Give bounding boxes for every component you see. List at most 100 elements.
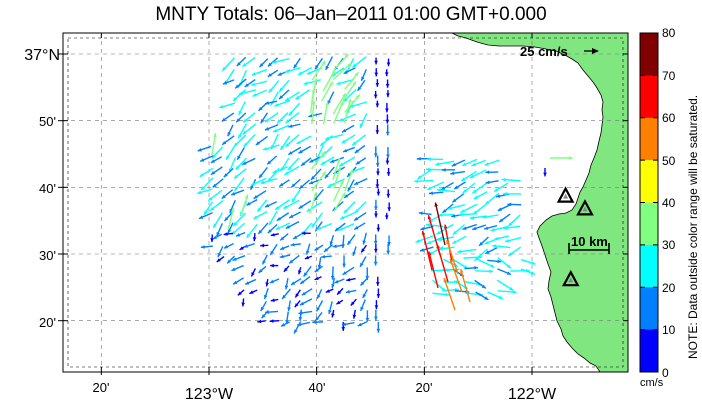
current-vector: [223, 232, 234, 236]
current-vector: [418, 211, 432, 216]
current-vector: [484, 247, 498, 255]
current-vector: [375, 276, 380, 286]
current-vector: [449, 258, 463, 293]
current-vector: [235, 157, 247, 171]
current-vector: [342, 266, 355, 276]
current-vector: [232, 255, 246, 262]
current-vector: [246, 223, 258, 239]
current-vector: [262, 144, 280, 151]
current-vector: [278, 79, 290, 93]
current-vector: [475, 291, 489, 301]
current-vector: [243, 243, 255, 248]
current-vector: [200, 245, 213, 249]
current-vector: [284, 278, 289, 290]
current-vector: [342, 89, 357, 103]
current-vector: [221, 57, 235, 72]
current-vector: [353, 178, 368, 186]
current-vector: [343, 67, 356, 75]
current-vector: [494, 235, 510, 241]
current-vector: [425, 167, 444, 172]
current-vector: [520, 268, 536, 275]
current-vector: [314, 265, 323, 273]
current-vector: [493, 182, 509, 193]
current-vector: [251, 68, 268, 76]
lat-label-20: 20': [39, 315, 56, 330]
current-vector: [446, 239, 459, 275]
current-vector: [232, 89, 247, 102]
lon-label-20-right: 20': [416, 380, 433, 395]
current-vector: [287, 300, 291, 312]
current-vector: [324, 166, 335, 179]
current-vector: [259, 58, 269, 68]
current-vector: [252, 89, 267, 97]
current-vector: [209, 200, 224, 212]
current-vector: [461, 158, 478, 167]
radar-site-marker: [576, 199, 594, 216]
current-vector: [463, 255, 483, 260]
current-vector: [244, 78, 256, 88]
current-vector: [426, 181, 445, 191]
map-plot-area: [63, 33, 628, 372]
current-vector: [347, 179, 355, 192]
current-vector: [375, 79, 380, 87]
current-vector: [354, 201, 367, 214]
current-vector: [311, 60, 326, 81]
current-vector: [316, 289, 323, 299]
lon-label-40: 40': [309, 380, 326, 395]
colorbar-tick-70: 70: [662, 69, 676, 83]
lon-label-122w: 122°W: [508, 386, 557, 403]
current-vector: [305, 243, 311, 255]
current-vector: [331, 309, 335, 318]
current-vector: [458, 212, 477, 217]
current-vector: [269, 278, 280, 284]
current-vector: [457, 248, 477, 254]
current-vector: [274, 99, 291, 107]
current-vector: [242, 123, 257, 135]
current-vector: [268, 210, 278, 226]
radar-site-center: [568, 277, 574, 283]
current-vector: [333, 180, 344, 202]
current-vector: [232, 277, 244, 285]
colorbar-tick-40: 40: [662, 196, 676, 210]
current-vector: [386, 147, 390, 159]
current-vector: [284, 166, 300, 176]
current-vector: [241, 298, 246, 307]
current-vector: [325, 134, 344, 141]
current-vector: [314, 244, 324, 251]
colorbar-tick-10: 10: [662, 323, 676, 337]
current-vector: [386, 58, 391, 67]
colorbar-segment: [640, 244, 658, 288]
current-vector: [237, 123, 247, 139]
current-vector: [298, 200, 312, 210]
current-vector: [306, 201, 323, 213]
current-vector: [496, 279, 514, 292]
colorbar-segment: [640, 117, 658, 161]
current-vector: [296, 135, 312, 145]
speed-scale-label: 25 cm/s: [520, 44, 568, 59]
current-vector: [250, 268, 257, 277]
current-vector: [332, 62, 352, 81]
current-vector: [322, 101, 329, 125]
current-vector: [507, 246, 522, 257]
current-vector: [342, 146, 355, 153]
current-vector: [426, 157, 444, 161]
current-vector: [474, 279, 487, 289]
current-vector: [284, 67, 301, 73]
current-vector: [373, 146, 378, 158]
current-vector: [443, 277, 456, 311]
current-vector: [436, 223, 454, 235]
current-vector: [341, 322, 346, 331]
current-vector: [355, 157, 367, 165]
current-vector: [339, 211, 356, 220]
lat-label-30: 30': [39, 248, 56, 263]
current-vector: [298, 179, 310, 190]
current-vector: [288, 211, 301, 219]
current-vector: [212, 178, 224, 188]
current-vector: [329, 234, 335, 246]
current-vector: [328, 301, 333, 315]
current-vector: [279, 135, 291, 151]
current-vector: [266, 155, 278, 165]
current-vector: [238, 89, 257, 96]
current-vector: [435, 160, 455, 166]
current-vector: [311, 100, 316, 125]
